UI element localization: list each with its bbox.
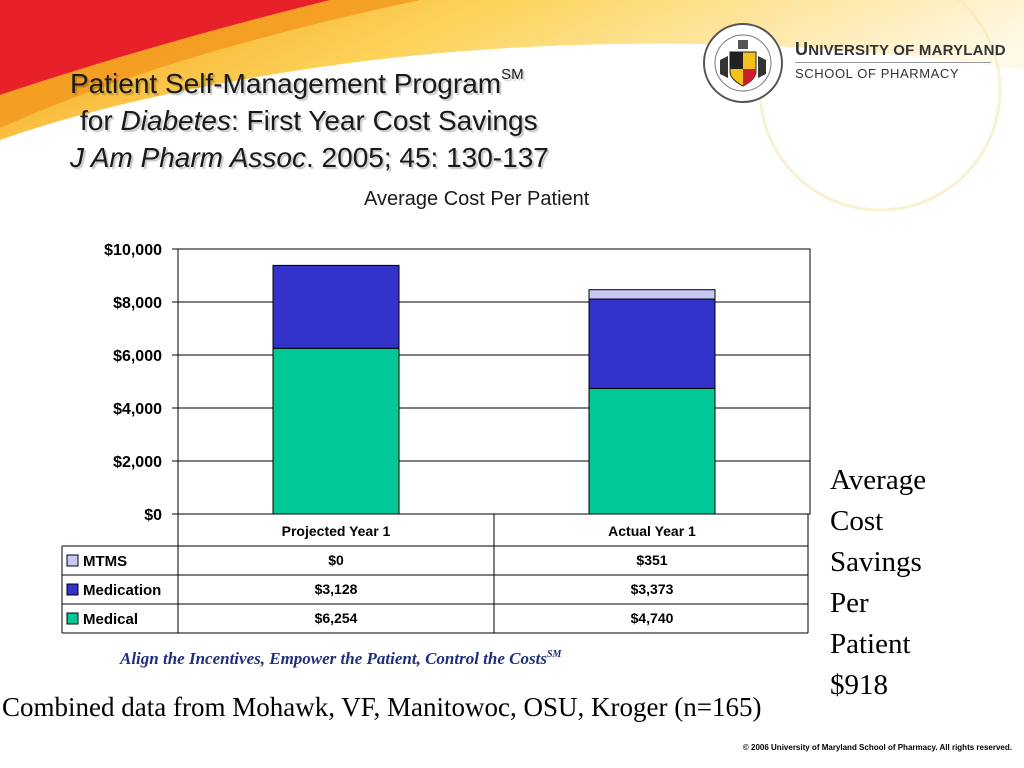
category-label: Projected Year 1 [282, 523, 391, 539]
slide-title: Patient Self-Management ProgramSM for Di… [60, 56, 680, 176]
bar-segment-medication [272, 264, 400, 349]
title-line-2-italic: Diabetes [120, 105, 231, 136]
savings-line: Cost [830, 505, 884, 537]
title-line-2-prefix: for [80, 105, 121, 136]
data-value-label: $6,254 [315, 610, 358, 626]
chart-title: Average Cost Per Patient [364, 188, 590, 210]
y-tick-label: $8,000 [113, 295, 162, 312]
title-line-3-suffix: . 2005; 45: 130-137 [305, 142, 549, 173]
savings-line: Savings [830, 546, 922, 578]
tagline: Align the Incentives, Empower the Patien… [120, 649, 561, 669]
bar-segment-mtms [588, 289, 716, 300]
data-value-label: $351 [636, 552, 667, 568]
y-tick-label: $4,000 [113, 401, 162, 418]
data-source-note: Combined data from Mohawk, VF, Manitowoc… [2, 692, 762, 722]
legend-swatch-medical [66, 612, 79, 625]
data-value-label: $3,373 [631, 581, 674, 597]
savings-line: Per [830, 587, 869, 619]
logo-divider [795, 62, 991, 63]
savings-line: Average [830, 464, 927, 496]
copyright-notice: © 2006 University of Maryland School of … [742, 743, 1012, 752]
savings-line: Patient [830, 628, 911, 660]
logo-university-name: UNIVERSITY OF MARYLAND [795, 39, 1006, 59]
y-tick-label: $0 [144, 507, 162, 524]
legend-label-mtms: MTMS [83, 553, 127, 570]
legend-label-medication: Medication [83, 582, 161, 599]
bar-segment-medical [272, 347, 400, 515]
tagline-service-mark: SM [546, 649, 562, 660]
university-seal-icon [703, 23, 783, 103]
category-label: Actual Year 1 [608, 523, 696, 539]
data-value-label: $0 [328, 552, 344, 568]
university-logo: UNIVERSITY OF MARYLAND SCHOOL OF PHARMAC… [795, 40, 1006, 83]
bar-segment-medication [588, 298, 716, 389]
legend-swatch-mtms [66, 554, 79, 567]
savings-callout: Average Cost Savings Per Patient $918 [830, 460, 980, 706]
title-line-3-italic: J Am Pharm Assoc [70, 142, 306, 173]
title-line-2-suffix: : First Year Cost Savings [230, 105, 538, 136]
bar-segment-medical [588, 387, 716, 515]
legend-swatch-medication [66, 583, 79, 596]
title-line-1: Patient Self-Management Program [70, 68, 502, 99]
legend-label-medical: Medical [83, 611, 138, 628]
tagline-text: Align the Incentives, Empower the Patien… [120, 649, 547, 668]
y-tick-label: $10,000 [104, 242, 162, 259]
data-value-label: $4,740 [631, 610, 674, 626]
logo-school-name: SCHOOL OF PHARMACY [795, 66, 960, 81]
y-tick-label: $6,000 [113, 348, 162, 365]
savings-line: $918 [830, 669, 888, 701]
data-value-label: $3,128 [315, 581, 358, 597]
y-tick-label: $2,000 [113, 454, 162, 471]
service-mark: SM [501, 66, 524, 83]
